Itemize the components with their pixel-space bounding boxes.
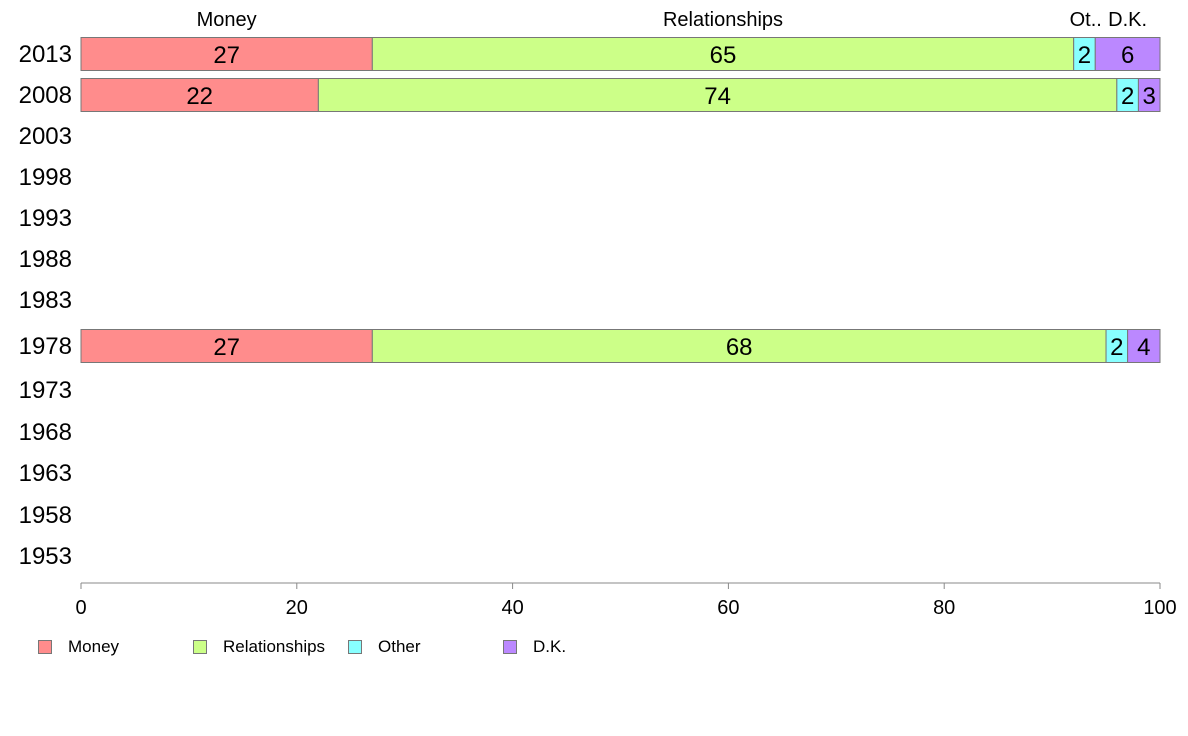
x-tick-label-40: 40 bbox=[501, 597, 523, 619]
year-label-1958: 1958 bbox=[19, 502, 72, 529]
bar-value-d-k-1978: 4 bbox=[1137, 334, 1150, 361]
bar-segments: 27 65 2 622 74 2 327 68 2 4 bbox=[80, 37, 1161, 363]
column-header-money: Money bbox=[197, 9, 257, 31]
x-tick-label-60: 60 bbox=[717, 597, 739, 619]
column-header-labels: Money Relationships Ot.. D.K. bbox=[197, 9, 1147, 31]
column-header-d-k: D.K. bbox=[1108, 9, 1147, 31]
bar-relationships-1978 bbox=[371, 329, 1107, 363]
x-tick-label-100: 100 bbox=[1143, 597, 1176, 619]
legend-label-dk: D.K. bbox=[533, 637, 567, 656]
bar-value-d-k-2008: 3 bbox=[1143, 83, 1156, 110]
legend-swatch-relationships bbox=[193, 640, 207, 654]
legend-swatch-money bbox=[38, 640, 52, 654]
bar-value-other-2013: 2 bbox=[1078, 42, 1091, 69]
legend-item-relationships: Relationships bbox=[193, 636, 325, 658]
x-tick-label-80: 80 bbox=[933, 597, 955, 619]
x-axis: 0 20 40 60 80 100 bbox=[75, 582, 1177, 619]
legend-item-other: Other bbox=[348, 636, 421, 658]
year-label-1998: 1998 bbox=[19, 164, 72, 191]
bar-money-1978 bbox=[80, 329, 373, 363]
column-header-relationships: Relationships bbox=[663, 9, 783, 31]
year-label-1973: 1973 bbox=[19, 377, 72, 404]
year-label-1993: 1993 bbox=[19, 205, 72, 232]
x-tick-label-20: 20 bbox=[286, 597, 308, 619]
legend-label-relationships: Relationships bbox=[223, 637, 326, 656]
year-label-1983: 1983 bbox=[19, 287, 72, 314]
bar-value-relationships-2008: 74 bbox=[704, 83, 731, 110]
bar-relationships-2013 bbox=[371, 37, 1075, 71]
legend-label-other: Other bbox=[378, 637, 421, 656]
bar-value-d-k-2013: 6 bbox=[1121, 42, 1134, 69]
bar-money-2013 bbox=[80, 37, 373, 71]
bar-value-relationships-2013: 65 bbox=[710, 42, 737, 69]
legend-swatch-dk bbox=[503, 640, 517, 654]
bar-row-2008: 22 74 2 3 bbox=[80, 78, 1161, 112]
bar-value-money-2013: 27 bbox=[213, 42, 240, 69]
bar-relationships-2008 bbox=[317, 78, 1118, 112]
year-label-1978: 1978 bbox=[19, 333, 72, 360]
bar-d-k-2008 bbox=[1137, 78, 1161, 112]
legend: Money Relationships Other D.K. bbox=[38, 636, 738, 660]
year-label-1988: 1988 bbox=[19, 246, 72, 273]
bar-row-1978: 27 68 2 4 bbox=[80, 329, 1161, 363]
year-axis-labels: 2013 2008 2003 1998 1993 1988 1983 1978 1973 1968… bbox=[19, 41, 72, 570]
year-label-1963: 1963 bbox=[19, 460, 72, 487]
legend-swatch-other bbox=[348, 640, 362, 654]
year-label-1953: 1953 bbox=[19, 543, 72, 570]
bar-money-2008 bbox=[80, 78, 319, 112]
year-label-2008: 2008 bbox=[19, 82, 72, 109]
bar-d-k-2013 bbox=[1094, 37, 1161, 71]
bar-value-money-1978: 27 bbox=[213, 334, 240, 361]
bar-value-other-1978: 2 bbox=[1110, 334, 1123, 361]
year-label-2003: 2003 bbox=[19, 123, 72, 150]
x-tick-label-0: 0 bbox=[75, 597, 86, 619]
bar-value-money-2008: 22 bbox=[186, 83, 213, 110]
year-label-1968: 1968 bbox=[19, 419, 72, 446]
legend-item-dk: D.K. bbox=[503, 636, 566, 658]
bar-value-other-2008: 2 bbox=[1121, 83, 1134, 110]
column-header-other: Ot.. bbox=[1070, 9, 1102, 31]
bar-row-2013: 27 65 2 6 bbox=[80, 37, 1161, 71]
bar-value-relationships-1978: 68 bbox=[726, 334, 753, 361]
bar-d-k-1978 bbox=[1127, 329, 1161, 363]
legend-label-money: Money bbox=[68, 637, 120, 656]
legend-item-money: Money bbox=[38, 636, 119, 658]
year-label-2013: 2013 bbox=[19, 41, 72, 68]
